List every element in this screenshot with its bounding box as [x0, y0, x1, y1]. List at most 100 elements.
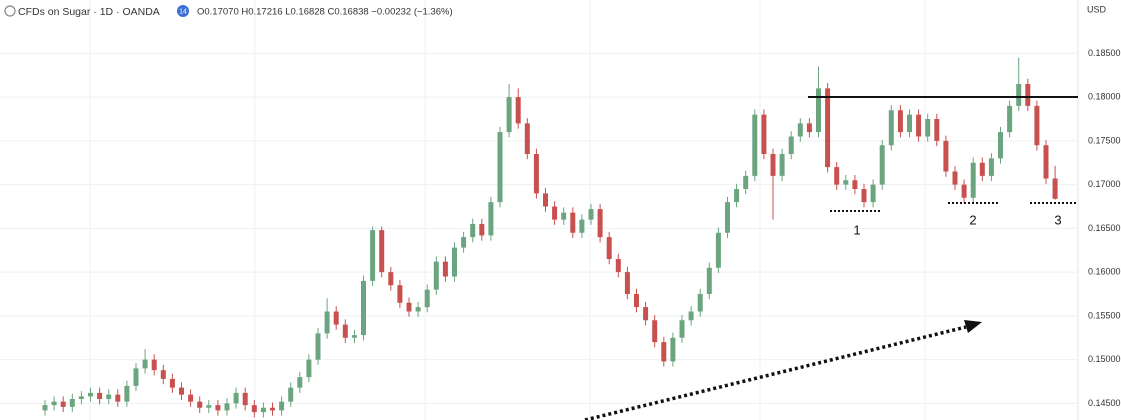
ohlc-legend: O0.17070 H0.17216 L0.16828 C0.16838 −0.0… [197, 7, 453, 18]
candle-body [406, 302, 412, 312]
y-tick-label: 0.17500 [1088, 135, 1121, 145]
candle-body [843, 180, 849, 185]
candle-body [151, 359, 157, 371]
candle-body [979, 162, 985, 176]
candle-body [788, 136, 794, 154]
candle-body [97, 392, 103, 399]
candle-body [342, 324, 348, 338]
header: CFDs on Sugar · 1D · OANDA 14 O0.17070 H… [4, 4, 1107, 18]
candle-body [697, 294, 703, 312]
candle-body [461, 237, 467, 248]
candle-body [970, 162, 976, 198]
candle-body [442, 261, 448, 277]
candle-body [424, 289, 430, 308]
candle-body [879, 145, 885, 185]
candle-body [351, 335, 357, 338]
candle-body [897, 110, 903, 133]
candle-body [652, 320, 658, 343]
candle-body [834, 167, 840, 185]
candle-body [379, 230, 385, 273]
candle-body [215, 405, 221, 411]
candle-body [51, 401, 57, 406]
candle-body [361, 280, 366, 336]
annotation-label: 3 [1054, 212, 1061, 227]
candle-body [1052, 178, 1058, 199]
y-tick-label: 0.18500 [1088, 48, 1121, 58]
candle-body [816, 88, 821, 133]
candle-body [752, 114, 758, 176]
candle-body [433, 261, 439, 290]
candle-body [288, 387, 294, 402]
trend-arrow [584, 325, 967, 420]
candle-body [743, 175, 749, 189]
candle-body [579, 219, 585, 233]
candle-body [251, 405, 257, 413]
candle-body [69, 399, 75, 407]
symbol-title: CFDs on Sugar · 1D · OANDA [18, 6, 160, 18]
candle-body [952, 171, 958, 185]
candle-body [706, 267, 712, 294]
candle-body [870, 184, 876, 203]
candle-body [488, 202, 494, 236]
candle-body [533, 154, 539, 194]
candle-body [197, 401, 203, 408]
candle-body [242, 392, 248, 406]
candle-body [679, 320, 685, 338]
candle-body [388, 272, 394, 286]
candle-body [998, 132, 1003, 159]
candle-body [552, 206, 558, 220]
candle-body [634, 294, 639, 308]
candle-body [1043, 145, 1049, 179]
candle-body [806, 123, 812, 133]
candle-body [761, 114, 767, 154]
candle-body [779, 154, 785, 176]
candle-body [888, 110, 894, 146]
candle-body [315, 333, 321, 360]
candle-body [452, 247, 457, 277]
candle-body [1016, 84, 1022, 106]
candle-body [124, 385, 130, 402]
candle-body [370, 230, 376, 281]
interval-badge-text: 14 [179, 8, 187, 15]
candle-body [715, 232, 721, 268]
candle-body [88, 392, 93, 397]
candle-body [297, 377, 303, 388]
candle-body [324, 311, 330, 334]
candle-body [115, 394, 121, 402]
candle-body [597, 209, 603, 238]
symbol-icon [4, 5, 16, 17]
candle-body [1007, 105, 1013, 133]
candle-body [961, 184, 967, 198]
candle-body [224, 403, 230, 411]
y-tick-label: 0.15000 [1088, 354, 1121, 364]
annotations: 1 2 3 [584, 96, 1078, 420]
candle-body [260, 407, 266, 413]
candle-body [561, 212, 567, 220]
annotation-label: 1 [853, 222, 860, 237]
candle-body [852, 180, 858, 189]
candle-body [306, 359, 312, 378]
candle-body [497, 132, 503, 203]
arrow-head [964, 320, 982, 333]
candle-body [661, 342, 667, 362]
candle-body [643, 307, 649, 321]
candle-body [188, 394, 194, 402]
candle-body [916, 114, 922, 137]
candle-body [142, 359, 148, 369]
candle-body [588, 209, 594, 220]
candle-body [943, 140, 949, 172]
candle-body [907, 114, 912, 133]
candle-body [179, 387, 184, 395]
candle-body [797, 123, 803, 137]
candle-body [133, 368, 139, 386]
candle-body [60, 401, 66, 407]
candle-body [670, 337, 676, 362]
candle-body [524, 123, 530, 154]
candle-body [1025, 84, 1031, 106]
candle-body [160, 370, 166, 379]
currency-label: USD [1087, 4, 1107, 14]
candle-body [169, 378, 175, 388]
candle-body [42, 405, 48, 411]
candle-body [78, 396, 84, 399]
